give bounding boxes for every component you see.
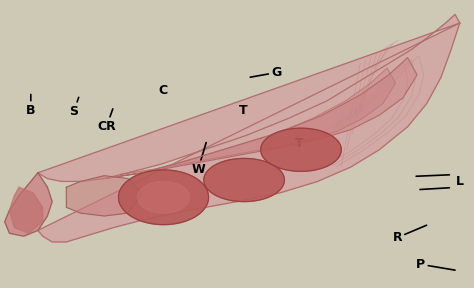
Polygon shape	[137, 181, 190, 213]
Text: B: B	[26, 94, 36, 117]
Text: S: S	[70, 97, 79, 118]
Text: CR: CR	[97, 109, 116, 133]
Polygon shape	[9, 187, 43, 233]
Text: P: P	[416, 258, 455, 271]
Text: T: T	[295, 137, 304, 150]
Text: L: L	[456, 175, 464, 188]
Polygon shape	[120, 68, 395, 175]
Text: T: T	[238, 103, 247, 117]
Polygon shape	[204, 158, 284, 202]
Polygon shape	[38, 14, 460, 242]
Text: W: W	[191, 143, 206, 176]
Text: G: G	[250, 66, 282, 79]
Polygon shape	[104, 58, 417, 179]
Polygon shape	[118, 170, 209, 225]
Polygon shape	[261, 128, 341, 171]
Polygon shape	[66, 176, 142, 216]
Text: C: C	[158, 84, 167, 97]
Text: R: R	[392, 225, 427, 244]
Polygon shape	[5, 173, 52, 236]
